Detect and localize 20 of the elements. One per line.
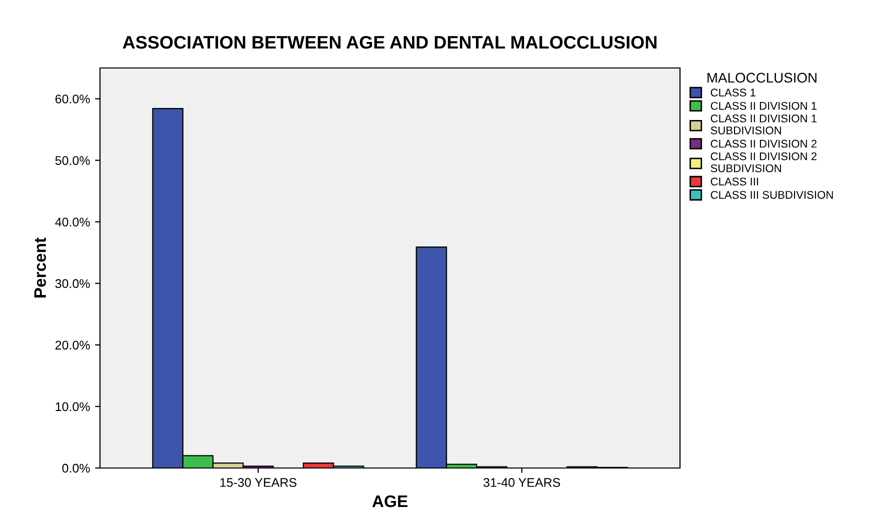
y-tick-label: 40.0%: [55, 218, 90, 226]
y-axis-title: Percent: [34, 238, 46, 298]
legend-label: CLASS 1: [710, 88, 756, 96]
x-axis-title: AGE: [372, 495, 408, 508]
legend-label: CLASS II DIVISION 1 SUBDIVISION: [710, 114, 817, 134]
legend-title: MALOCCLUSION: [708, 72, 816, 83]
legend-label: CLASS III SUBDIVISION: [710, 190, 833, 199]
y-tick-label: 30.0%: [55, 279, 90, 288]
y-tick-label: 10.0%: [56, 402, 90, 412]
y-tick-label: 60.0%: [55, 94, 90, 104]
x-tick-label: 15-30 YEARS: [220, 478, 296, 487]
legend-label: CLASS III: [710, 178, 758, 186]
legend-label: CLASS II DIVISION 2: [710, 140, 817, 148]
y-tick-label: 50.0%: [55, 156, 90, 165]
y-tick-label: 0.0%: [62, 464, 90, 473]
legend-label: CLASS II DIVISION 2 SUBDIVISION: [710, 152, 817, 172]
legend-label: CLASS II DIVISION 1: [710, 102, 817, 110]
chart-title: ASSOCIATION BETWEEN AGE AND DENTAL MALOCCLUSION: [122, 36, 656, 49]
y-tick-label: 20.0%: [55, 340, 90, 350]
x-tick-label: 31-40 YEARS: [483, 478, 560, 487]
